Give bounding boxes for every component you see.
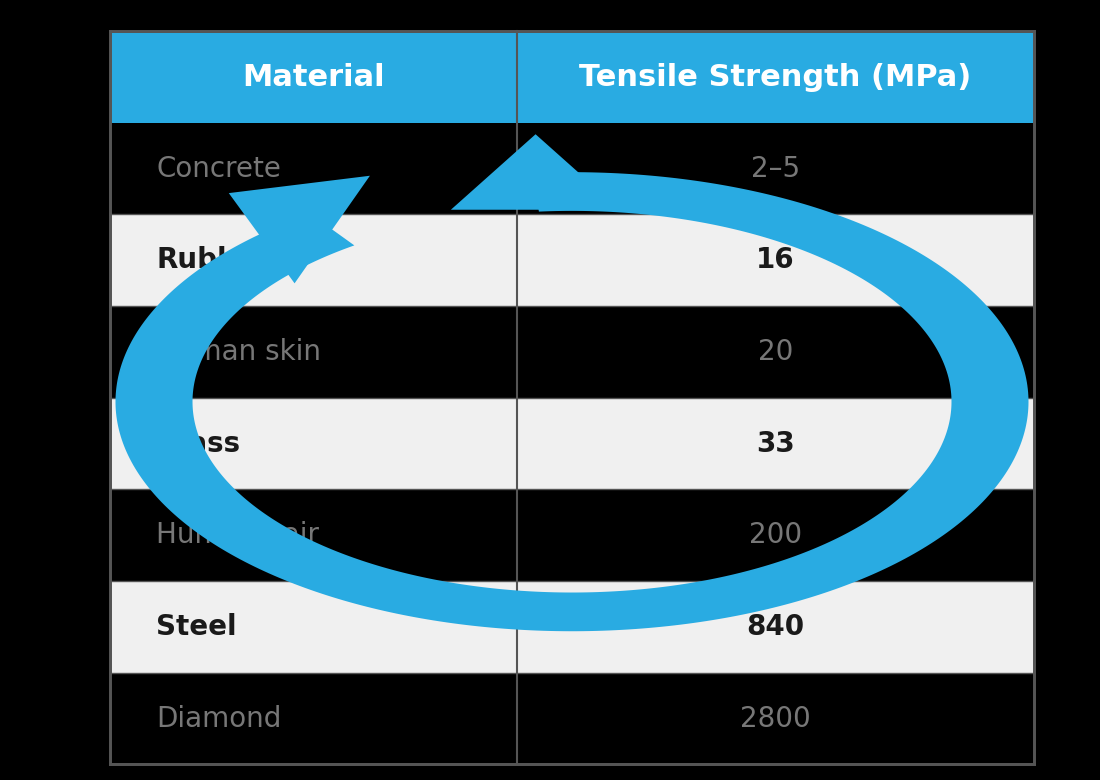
Text: Tensile Strength (MPa): Tensile Strength (MPa) — [580, 62, 971, 91]
Text: Material: Material — [242, 62, 385, 91]
Bar — [110, 122, 1034, 214]
Polygon shape — [451, 134, 620, 210]
Bar — [110, 215, 1034, 306]
Bar — [110, 398, 1034, 490]
Text: 2800: 2800 — [740, 704, 811, 732]
PathPatch shape — [116, 172, 1028, 631]
Text: Diamond: Diamond — [156, 704, 282, 732]
Bar — [110, 31, 1034, 123]
Text: Steel: Steel — [156, 613, 236, 641]
Text: Concrete: Concrete — [156, 154, 282, 183]
Bar — [110, 490, 1034, 581]
Text: 2–5: 2–5 — [750, 154, 800, 183]
Text: Human skin: Human skin — [156, 338, 321, 366]
Text: 840: 840 — [746, 613, 804, 641]
Text: 200: 200 — [749, 521, 802, 549]
Text: 33: 33 — [756, 430, 794, 458]
Text: 20: 20 — [758, 338, 793, 366]
Text: Rubber: Rubber — [156, 246, 270, 275]
Bar — [110, 581, 1034, 672]
Bar — [110, 31, 1034, 764]
Bar — [110, 306, 1034, 398]
Bar — [110, 672, 1034, 764]
Text: Human hair: Human hair — [156, 521, 319, 549]
Text: Glass: Glass — [156, 430, 240, 458]
Polygon shape — [229, 176, 370, 283]
Text: 16: 16 — [756, 246, 794, 275]
